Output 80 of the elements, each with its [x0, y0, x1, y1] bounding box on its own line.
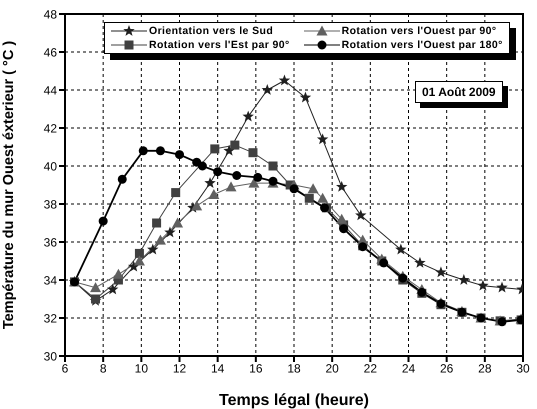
point [414, 256, 426, 268]
point [91, 294, 100, 304]
point [134, 248, 144, 258]
point [138, 146, 148, 156]
y-tick-label: 46 [44, 45, 58, 60]
y-tick-label: 36 [44, 235, 58, 250]
point [107, 284, 118, 294]
legend-label: Orientation vers le Sud [149, 25, 274, 37]
y-tick-label: 40 [44, 159, 58, 174]
y-tick-label: 32 [44, 311, 58, 326]
x-tick-label: 16 [249, 362, 263, 376]
point [290, 184, 298, 194]
legend-label: Rotation vers l'Ouest par 90° [342, 25, 496, 37]
point [395, 244, 407, 254]
legend-label: Rotation vers l'Est par 90° [149, 39, 290, 51]
point [317, 192, 328, 203]
point [336, 180, 348, 192]
y-tick-label: 38 [44, 197, 58, 212]
point [213, 167, 222, 176]
point [355, 209, 366, 220]
point [435, 266, 447, 278]
point [230, 140, 240, 150]
y-axis-title: Température du mur Ouest éxterieur ( °C ) [1, 40, 18, 330]
point [171, 188, 180, 198]
point [248, 178, 260, 188]
x-tick-label: 30 [516, 362, 530, 376]
y-tick-label: 44 [44, 83, 58, 98]
point [118, 174, 127, 184]
x-tick-label: 24 [402, 362, 416, 376]
point [198, 162, 207, 170]
point [316, 133, 328, 144]
x-tick-label: 18 [287, 362, 301, 376]
point [191, 200, 202, 210]
y-tick-label: 34 [44, 273, 58, 288]
point [248, 148, 258, 158]
y-tick-label: 48 [44, 7, 58, 22]
point [156, 146, 165, 156]
point [154, 234, 166, 245]
point [336, 214, 348, 224]
point [90, 282, 102, 292]
point [172, 218, 184, 228]
x-tick-label: 28 [478, 362, 492, 376]
point [147, 244, 158, 254]
point [210, 144, 220, 154]
point [226, 181, 237, 192]
point [204, 177, 216, 188]
point [262, 84, 273, 95]
point [458, 274, 470, 285]
x-tick-label: 20 [325, 362, 340, 376]
point [208, 189, 220, 199]
point [98, 216, 108, 226]
point [477, 280, 489, 291]
point [339, 224, 348, 234]
point [112, 268, 124, 279]
point [242, 110, 254, 122]
point [253, 172, 262, 182]
x-tick-label: 8 [100, 362, 107, 376]
point [304, 194, 314, 203]
y-tick-label: 42 [44, 121, 58, 136]
legend-label: Rotation vers l'Ouest par 180° [342, 39, 503, 51]
point [152, 218, 162, 228]
x-tick-label: 6 [62, 362, 69, 376]
annotation: 01 Août 2009 [415, 81, 503, 103]
x-tick-label: 22 [364, 362, 378, 376]
y-tick-label: 30 [44, 349, 58, 364]
x-tick-label: 10 [134, 362, 148, 376]
point [300, 92, 312, 102]
x-axis-title: Temps légal (heure) [219, 392, 369, 409]
point [308, 183, 319, 194]
point [164, 226, 176, 238]
point [223, 144, 235, 156]
x-tick-label: 26 [440, 362, 454, 376]
x-tick-label: 14 [210, 362, 225, 376]
point [278, 74, 290, 86]
x-tick-label: 12 [172, 362, 186, 376]
point [496, 282, 508, 292]
point [268, 162, 278, 170]
point [175, 150, 184, 160]
point [134, 256, 145, 266]
point [232, 171, 242, 180]
